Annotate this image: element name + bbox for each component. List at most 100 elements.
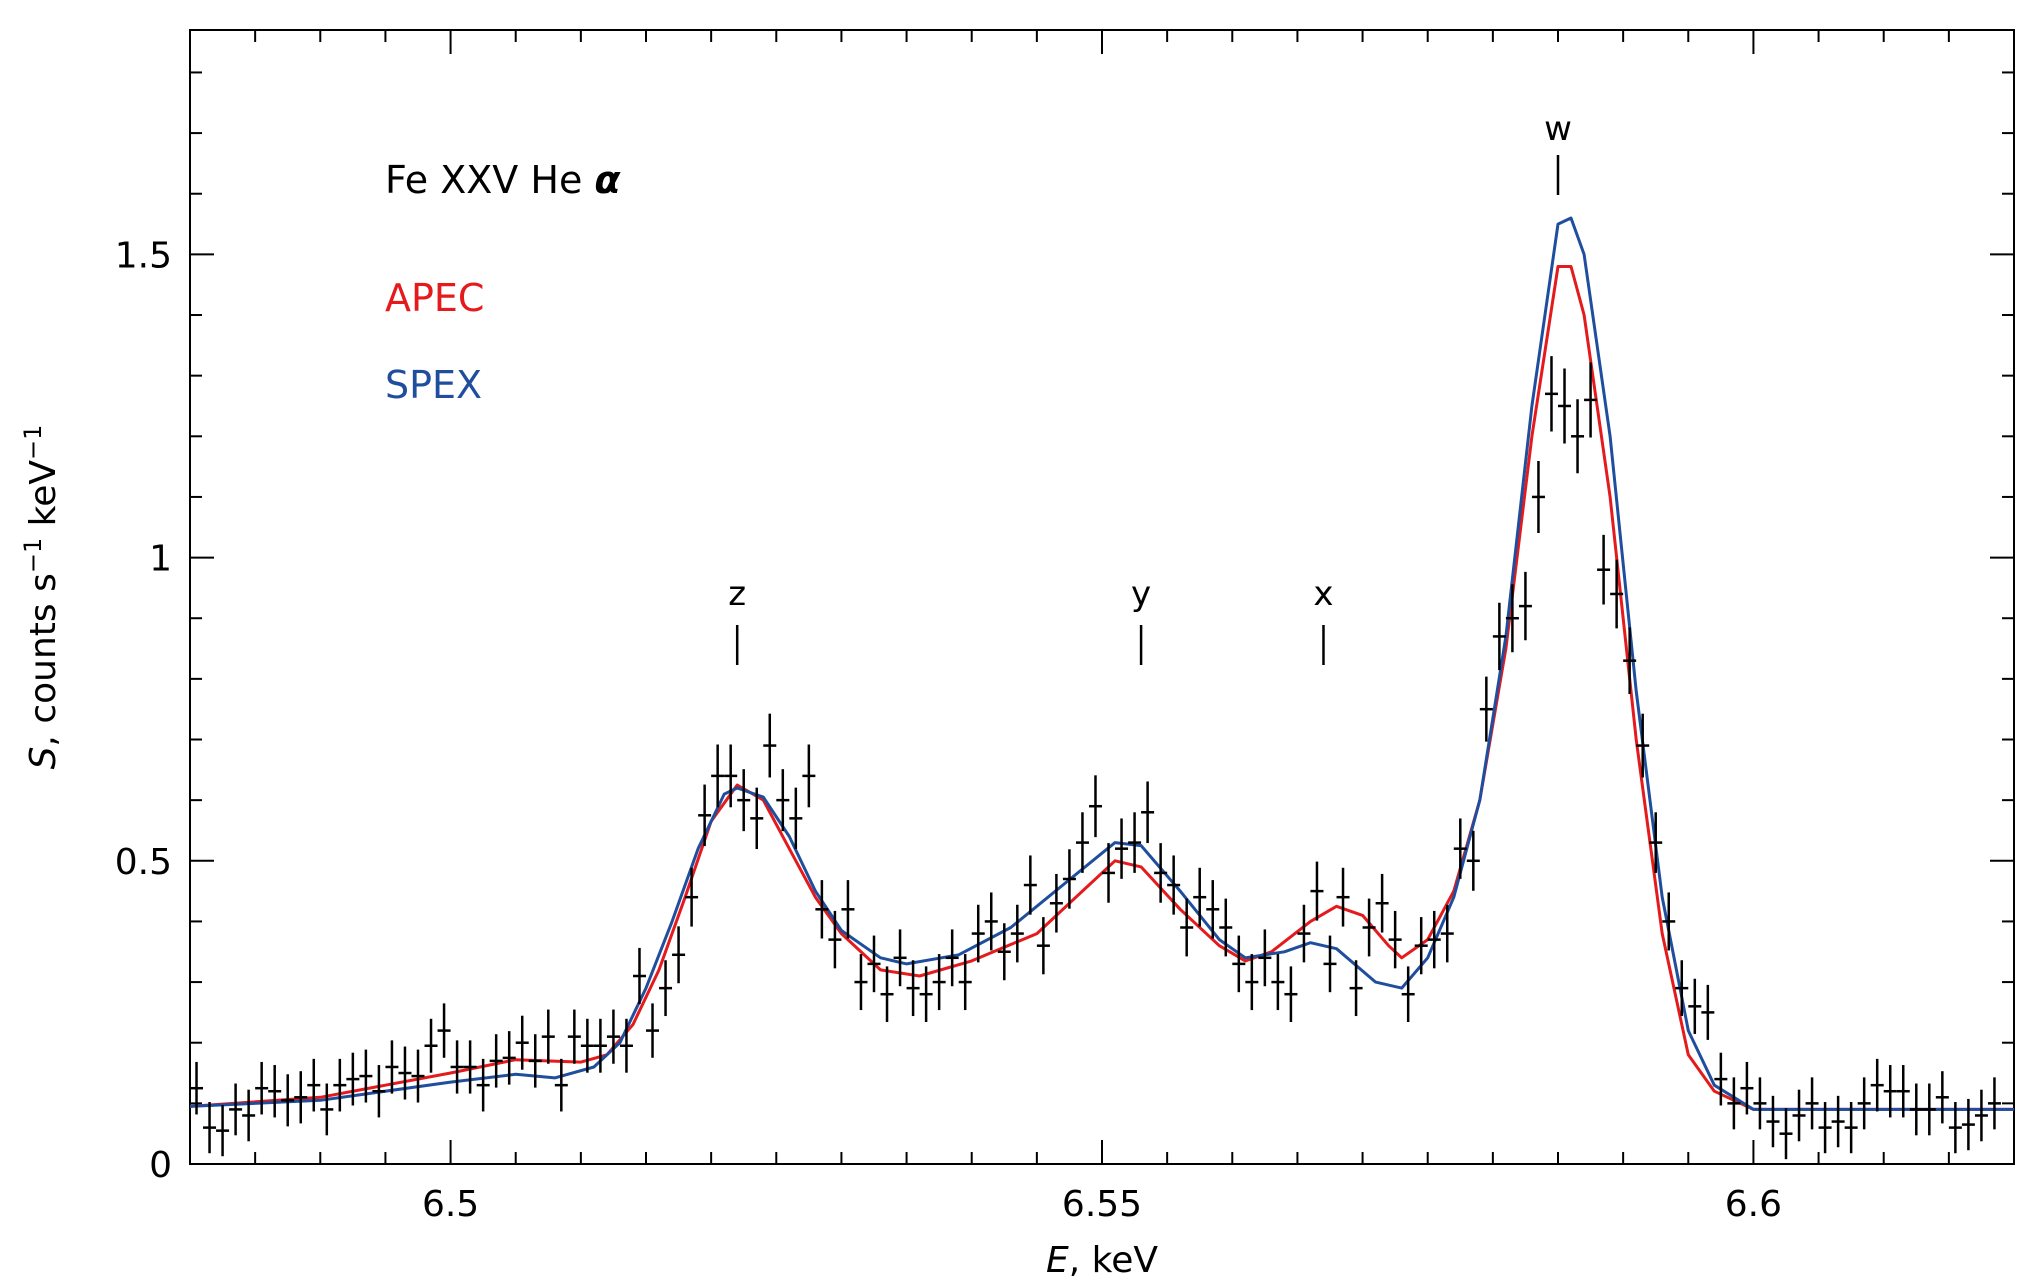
data-point [828,910,842,969]
data-point [685,867,699,927]
data-point [737,769,751,832]
data-point [1531,460,1545,533]
data-point [1401,966,1415,1023]
data-point [1115,818,1129,879]
data-point [711,744,725,808]
data-point [1180,898,1194,957]
data-point [502,1031,516,1085]
marker-label-x: x [1313,574,1333,614]
data-point [1453,818,1467,879]
data-point [476,1058,490,1112]
data-point [1102,843,1116,903]
data-point [1974,1089,1988,1142]
data-point [1844,1102,1858,1154]
data-point [1154,843,1168,903]
data-point [1714,1052,1728,1106]
data-point [1753,1077,1767,1130]
data-point [789,787,803,850]
data-point [1349,960,1363,1017]
data-point [776,769,790,832]
data-point [1310,861,1324,921]
data-point [867,935,881,993]
data-point [593,1018,607,1073]
data-point [1649,812,1663,873]
data-point [307,1058,321,1112]
data-point [346,1052,360,1106]
y-axis-unit-a: , counts s [23,573,64,746]
data-point [1948,1102,1962,1154]
data-point [1701,984,1715,1040]
data-point [216,1105,230,1157]
data-point [437,1003,451,1058]
axis-ticks [189,30,2015,1165]
observed-data-points [190,356,2001,1160]
data-point [971,904,985,963]
data-point [906,960,920,1017]
series-line-spex [189,216,2014,1111]
data-point [1870,1058,1884,1112]
y-axis-sup-1: −1 [19,538,47,573]
data-point [1675,960,1689,1017]
data-point [1740,1061,1754,1115]
data-point [1141,781,1155,844]
data-point [1571,399,1585,474]
data-point [646,1003,660,1058]
data-point [541,1009,555,1064]
data-point [1219,898,1233,957]
data-point [880,966,894,1023]
data-point [841,880,855,939]
data-point [1375,873,1389,933]
data-point [1610,559,1624,629]
data-point [528,1034,542,1088]
y-axis-unit-b: keV [23,460,64,538]
data-point [1023,855,1037,915]
data-point [1167,855,1181,915]
data-point [1909,1083,1923,1136]
data-point [1857,1077,1871,1130]
data-point [1336,867,1350,927]
data-point [1492,602,1506,671]
data-point [385,1040,399,1094]
data-point [1414,917,1428,975]
data-point [1935,1071,1949,1124]
data-point [1232,935,1246,993]
data-point [411,1049,425,1103]
data-point [854,954,868,1011]
title-main: Fe XXV He [385,158,594,202]
data-point [1075,812,1089,873]
data-point [932,954,946,1011]
data-point [242,1089,256,1142]
data-point [320,1083,334,1136]
data-point [815,880,829,939]
data-point [1597,534,1611,605]
data-point [1388,910,1402,969]
series-line-apec [189,265,2014,1111]
data-point [1010,904,1024,963]
legend-spex: SPEX [385,363,482,407]
data-point [672,926,686,984]
data-point [515,1015,529,1070]
model-curves [189,216,2014,1111]
data-point [945,929,959,987]
data-point [489,1034,503,1088]
data-point [281,1074,295,1127]
data-point [463,1040,477,1094]
marker-label-w: w [1544,109,1572,149]
data-point [984,892,998,951]
data-point [1883,1065,1897,1118]
data-point [1427,910,1441,969]
data-point [268,1065,282,1118]
data-point [698,784,712,847]
data-point [1479,676,1493,742]
data-point [1636,713,1650,778]
data-point [1323,935,1337,993]
data-point [1766,1095,1780,1148]
data-point [1206,880,1220,939]
data-point [1805,1077,1819,1130]
data-point [1544,356,1558,432]
x-tick-label: 6.6 [1725,1184,1782,1225]
data-point [893,929,907,987]
data-point [1258,929,1272,987]
data-point [1049,873,1063,933]
y-axis-sup-2: −1 [19,425,47,460]
